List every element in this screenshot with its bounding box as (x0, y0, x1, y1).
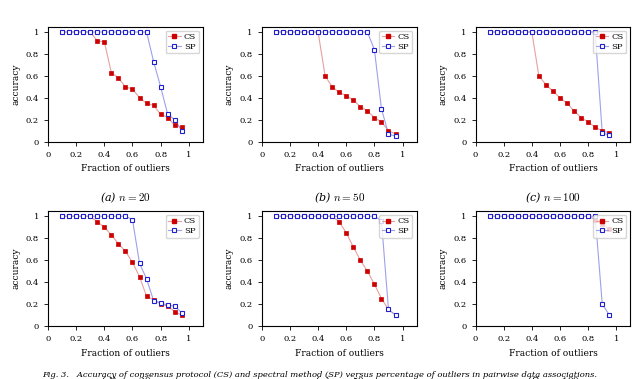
Legend: CS, SP: CS, SP (166, 31, 199, 53)
X-axis label: Fraction of outliers: Fraction of outliers (295, 349, 383, 357)
Text: (c) $n = 100$: (c) $n = 100$ (525, 190, 581, 205)
Text: (d) $n = 20$: (d) $n = 20$ (100, 374, 151, 379)
Y-axis label: accuracy: accuracy (438, 63, 447, 105)
Legend: CS, SP: CS, SP (166, 215, 199, 238)
Legend: CS, SP: CS, SP (593, 215, 626, 238)
Text: Fig. 3.   Accuracy of consensus protocol (CS) and spectral method (SP) versus pe: Fig. 3. Accuracy of consensus protocol (… (42, 371, 598, 379)
Legend: CS, SP: CS, SP (380, 31, 413, 53)
Y-axis label: accuracy: accuracy (438, 247, 447, 289)
Y-axis label: accuracy: accuracy (11, 247, 20, 289)
X-axis label: Fraction of outliers: Fraction of outliers (509, 164, 597, 173)
Text: (f) $n = 100$: (f) $n = 100$ (526, 374, 580, 379)
Y-axis label: accuracy: accuracy (11, 63, 20, 105)
X-axis label: Fraction of outliers: Fraction of outliers (81, 164, 170, 173)
Text: (a) $n = 20$: (a) $n = 20$ (100, 190, 151, 205)
Y-axis label: accuracy: accuracy (225, 247, 234, 289)
Text: (e) $n = 50$: (e) $n = 50$ (314, 374, 365, 379)
Text: (b) $n = 50$: (b) $n = 50$ (314, 190, 365, 205)
X-axis label: Fraction of outliers: Fraction of outliers (509, 349, 597, 357)
X-axis label: Fraction of outliers: Fraction of outliers (81, 349, 170, 357)
Y-axis label: accuracy: accuracy (225, 63, 234, 105)
Legend: CS, SP: CS, SP (593, 31, 626, 53)
Legend: CS, SP: CS, SP (380, 215, 413, 238)
X-axis label: Fraction of outliers: Fraction of outliers (295, 164, 383, 173)
